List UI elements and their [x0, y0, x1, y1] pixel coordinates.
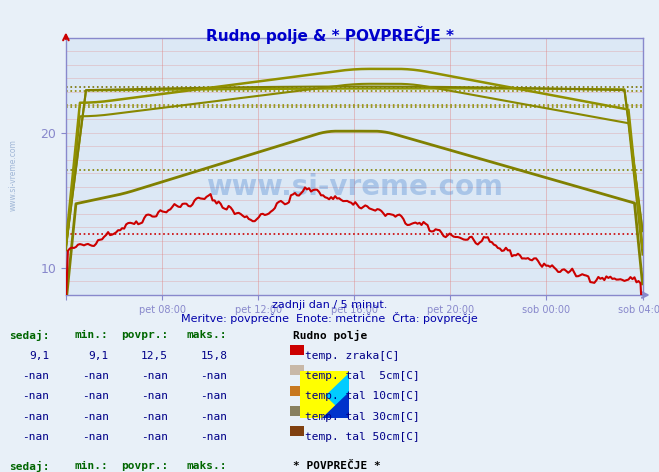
Polygon shape: [300, 371, 349, 418]
Text: maks.:: maks.:: [187, 461, 227, 471]
Text: zadnji dan / 5 minut.: zadnji dan / 5 minut.: [272, 300, 387, 310]
Text: -nan: -nan: [200, 412, 227, 421]
Polygon shape: [300, 371, 349, 418]
Text: sedaj:: sedaj:: [9, 330, 49, 341]
Text: -nan: -nan: [141, 412, 168, 421]
Text: temp. zraka[C]: temp. zraka[C]: [305, 351, 399, 361]
Text: min.:: min.:: [75, 330, 109, 340]
Text: povpr.:: povpr.:: [121, 330, 168, 340]
Text: -nan: -nan: [22, 432, 49, 442]
Text: www.si-vreme.com: www.si-vreme.com: [9, 139, 18, 211]
Text: temp. tal 10cm[C]: temp. tal 10cm[C]: [305, 391, 420, 401]
Text: 9,1: 9,1: [29, 351, 49, 361]
Text: temp. tal  5cm[C]: temp. tal 5cm[C]: [305, 371, 420, 381]
Text: 12,5: 12,5: [141, 351, 168, 361]
Text: -nan: -nan: [82, 371, 109, 381]
Text: -nan: -nan: [22, 412, 49, 421]
Text: 15,8: 15,8: [200, 351, 227, 361]
Text: -nan: -nan: [200, 391, 227, 401]
Text: maks.:: maks.:: [187, 330, 227, 340]
Text: Rudno polje & * POVPREČJE *: Rudno polje & * POVPREČJE *: [206, 26, 453, 44]
Text: Rudno polje: Rudno polje: [293, 330, 368, 341]
Text: -nan: -nan: [22, 371, 49, 381]
Text: temp. tal 50cm[C]: temp. tal 50cm[C]: [305, 432, 420, 442]
Text: -nan: -nan: [200, 432, 227, 442]
Text: -nan: -nan: [141, 371, 168, 381]
Text: 9,1: 9,1: [88, 351, 109, 361]
Polygon shape: [322, 392, 349, 418]
Text: -nan: -nan: [82, 412, 109, 421]
Text: -nan: -nan: [141, 391, 168, 401]
Text: sedaj:: sedaj:: [9, 461, 49, 472]
Text: -nan: -nan: [82, 391, 109, 401]
Text: -nan: -nan: [200, 371, 227, 381]
Text: temp. tal 30cm[C]: temp. tal 30cm[C]: [305, 412, 420, 421]
Text: * POVPREČJE *: * POVPREČJE *: [293, 461, 381, 471]
Text: www.si-vreme.com: www.si-vreme.com: [206, 173, 503, 201]
Text: Meritve: povprečne  Enote: metrične  Črta: povprečje: Meritve: povprečne Enote: metrične Črta:…: [181, 312, 478, 323]
Text: povpr.:: povpr.:: [121, 461, 168, 471]
Text: min.:: min.:: [75, 461, 109, 471]
Text: -nan: -nan: [82, 432, 109, 442]
Text: -nan: -nan: [22, 391, 49, 401]
Text: -nan: -nan: [141, 432, 168, 442]
